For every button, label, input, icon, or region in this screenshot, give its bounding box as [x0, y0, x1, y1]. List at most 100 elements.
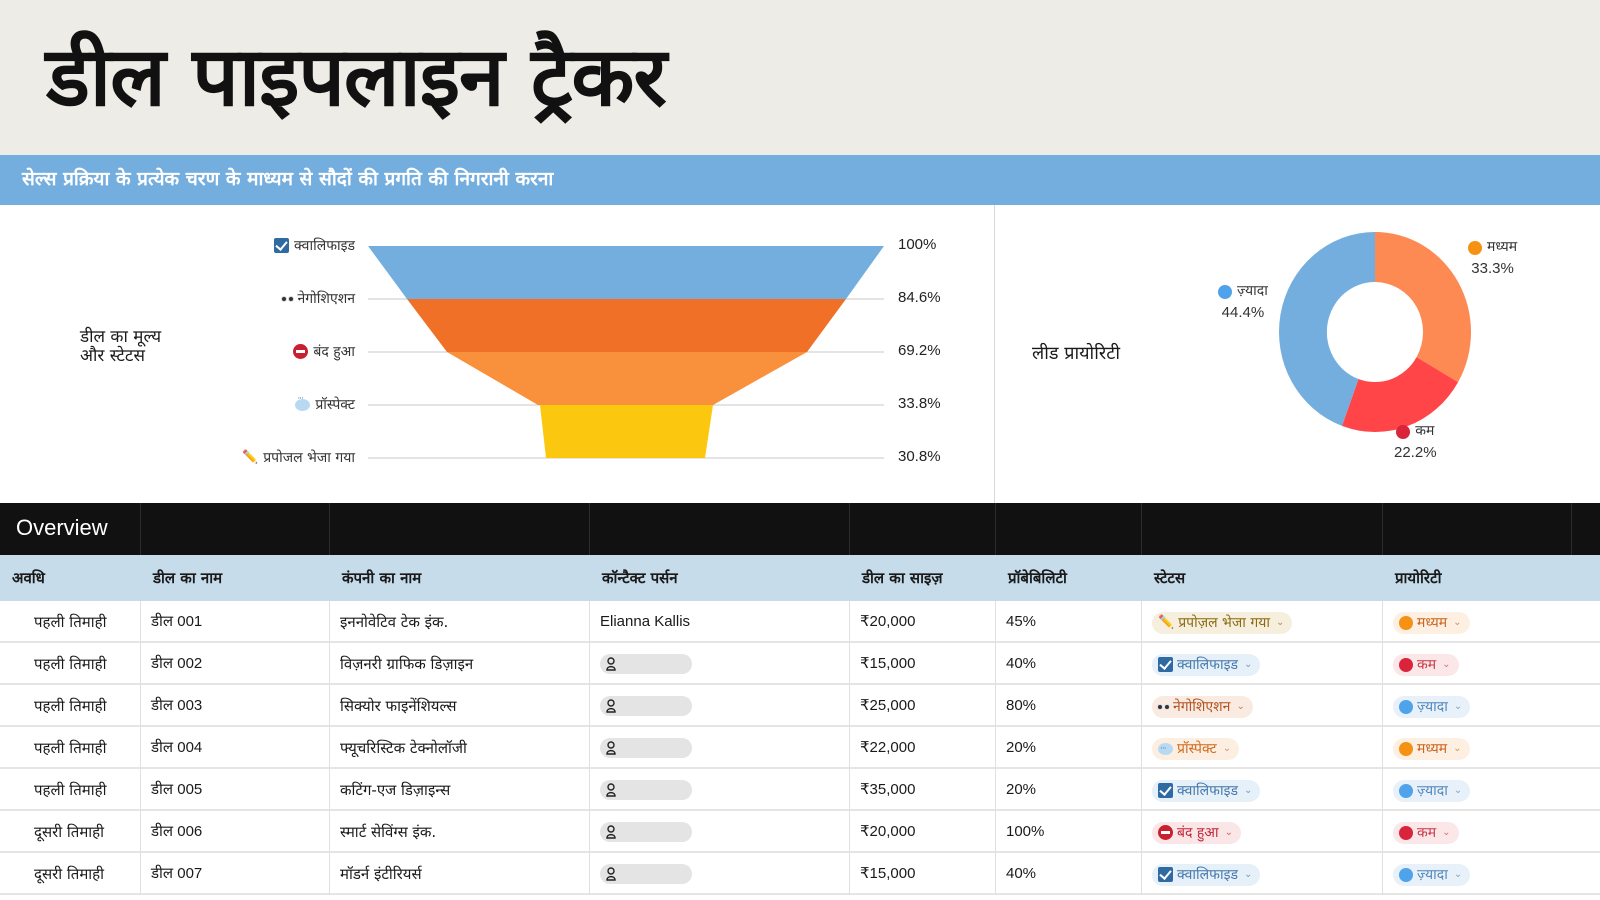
empty-person-chip[interactable] [600, 654, 692, 675]
cell-contact[interactable] [590, 685, 850, 727]
priority-pill[interactable]: मध्यम ⌄ [1393, 611, 1470, 634]
empty-person-chip[interactable] [600, 822, 692, 843]
cell-priority[interactable]: कम ⌄ [1383, 811, 1600, 853]
priority-pill[interactable]: कम ⌄ [1393, 653, 1459, 676]
funnel-label-proposal: ✏️ प्रपोजल भेजा गया [242, 450, 355, 466]
status-pill[interactable]: क्वालिफाइड ⌄ [1152, 653, 1261, 676]
empty-person-chip[interactable] [600, 696, 692, 717]
cell-priority[interactable]: ज़्यादा ⌄ [1383, 769, 1600, 811]
column-header-probability[interactable]: प्रॉबेबिलिटी [1008, 569, 1067, 587]
column-header-company[interactable]: कंपनी का नाम [342, 569, 422, 587]
priority-pill[interactable]: मध्यम ⌄ [1393, 737, 1470, 760]
empty-person-chip[interactable] [600, 780, 692, 801]
cell-deal-name[interactable]: डील 007 [141, 853, 330, 895]
cell-period[interactable]: दूसरी तिमाही [0, 853, 141, 895]
table-row-3[interactable]: पहली तिमाही डील 003 सिक्योर फाइनेंशियल्स… [0, 685, 1600, 727]
cell-deal-name[interactable]: डील 006 [141, 811, 330, 853]
cell-contact[interactable] [590, 811, 850, 853]
priority-pill[interactable]: ज़्यादा ⌄ [1393, 863, 1471, 886]
funnel-stage-closed [447, 352, 807, 405]
priority-pill[interactable]: ज़्यादा ⌄ [1393, 695, 1471, 718]
cell-probability[interactable]: 45% [996, 601, 1142, 643]
cell-period[interactable]: पहली तिमाही [0, 601, 141, 643]
cell-probability[interactable]: 20% [996, 769, 1142, 811]
cell-deal-size[interactable]: ₹35,000 [850, 769, 996, 811]
cell-deal-name[interactable]: डील 001 [141, 601, 330, 643]
cell-contact[interactable] [590, 853, 850, 895]
cell-deal-size[interactable]: ₹15,000 [850, 643, 996, 685]
table-row-4[interactable]: पहली तिमाही डील 004 फ्यूचरिस्टिक टेक्नोल… [0, 727, 1600, 769]
priority-dot-icon [1399, 657, 1413, 672]
cell-deal-name[interactable]: डील 005 [141, 769, 330, 811]
status-pill[interactable]: नेगोशिएशन ⌄ [1152, 695, 1253, 718]
cell-probability[interactable]: 20% [996, 727, 1142, 769]
cell-status[interactable]: प्रॉस्पेक्ट ⌄ [1142, 727, 1383, 769]
cell-status[interactable]: बंद हुआ ⌄ [1142, 811, 1383, 853]
cell-status[interactable]: क्वालिफाइड ⌄ [1142, 643, 1383, 685]
cell-status[interactable]: क्वालिफाइड ⌄ [1142, 853, 1383, 895]
column-header-deal-size[interactable]: डील का साइज़ [862, 569, 943, 587]
cell-contact[interactable] [590, 769, 850, 811]
cell-company[interactable]: मॉडर्न इंटीरियर्स [330, 853, 590, 895]
cell-contact[interactable]: Elianna Kallis [590, 601, 850, 643]
table-row-1[interactable]: पहली तिमाही डील 001 इननोवेटिव टेक इंक. E… [0, 601, 1600, 643]
cell-deal-size[interactable]: ₹22,000 [850, 727, 996, 769]
cell-status[interactable]: ✏️ प्रपोज़ल भेजा गया ⌄ [1142, 601, 1383, 643]
priority-pill[interactable]: कम ⌄ [1393, 821, 1459, 844]
status-pill[interactable]: ✏️ प्रपोज़ल भेजा गया ⌄ [1152, 611, 1293, 634]
column-header-period[interactable]: अवधि [12, 569, 45, 587]
cell-company[interactable]: कटिंग-एज डिज़ाइन्स [330, 769, 590, 811]
status-pill[interactable]: बंद हुआ ⌄ [1152, 821, 1242, 844]
table-row-2[interactable]: पहली तिमाही डील 002 विज़नरी ग्राफिक डिज़… [0, 643, 1600, 685]
cell-deal-size[interactable]: ₹15,000 [850, 853, 996, 895]
cell-period[interactable]: पहली तिमाही [0, 727, 141, 769]
cell-priority[interactable]: मध्यम ⌄ [1383, 727, 1600, 769]
empty-person-chip[interactable] [600, 738, 692, 759]
cell-contact[interactable] [590, 643, 850, 685]
table-row-7[interactable]: दूसरी तिमाही डील 007 मॉडर्न इंटीरियर्स ₹… [0, 853, 1600, 895]
cell-company[interactable]: इननोवेटिव टेक इंक. [330, 601, 590, 643]
cell-deal-size[interactable]: ₹20,000 [850, 811, 996, 853]
column-header-deal-name[interactable]: डील का नाम [153, 569, 223, 587]
cell-probability[interactable]: 40% [996, 643, 1142, 685]
cell-period[interactable]: पहली तिमाही [0, 769, 141, 811]
cell-deal-name[interactable]: डील 003 [141, 685, 330, 727]
cell-period[interactable]: पहली तिमाही [0, 685, 141, 727]
empty-person-chip[interactable] [600, 864, 692, 885]
column-header-status[interactable]: स्टेटस [1154, 569, 1186, 587]
status-pill[interactable]: क्वालिफाइड ⌄ [1152, 779, 1261, 802]
cell-deal-name[interactable]: डील 004 [141, 727, 330, 769]
column-header-priority[interactable]: प्रायोरिटी [1395, 569, 1442, 587]
cell-priority[interactable]: ज़्यादा ⌄ [1383, 685, 1600, 727]
cell-priority[interactable]: कम ⌄ [1383, 643, 1600, 685]
column-header-contact[interactable]: कॉन्टैक्ट पर्सन [602, 569, 678, 587]
cell-probability[interactable]: 80% [996, 685, 1142, 727]
cell-deal-name[interactable]: डील 002 [141, 643, 330, 685]
title-bar: डील पाइपलाइन ट्रैकर [0, 0, 1600, 155]
cell-priority[interactable]: मध्यम ⌄ [1383, 601, 1600, 643]
cell-probability[interactable]: 100% [996, 811, 1142, 853]
chevron-down-icon: ⌄ [1453, 784, 1463, 796]
cell-company[interactable]: स्मार्ट सेविंग्स इंक. [330, 811, 590, 853]
cell-deal-size[interactable]: ₹25,000 [850, 685, 996, 727]
cell-priority[interactable]: ज़्यादा ⌄ [1383, 853, 1600, 895]
status-pill[interactable]: क्वालिफाइड ⌄ [1152, 863, 1261, 886]
table-row-6[interactable]: दूसरी तिमाही डील 006 स्मार्ट सेविंग्स इं… [0, 811, 1600, 853]
cell-period[interactable]: पहली तिमाही [0, 643, 141, 685]
cell-deal-size[interactable]: ₹20,000 [850, 601, 996, 643]
priority-pill[interactable]: ज़्यादा ⌄ [1393, 779, 1471, 802]
table-header: अवधि डील का नाम कंपनी का नाम कॉन्टैक्ट प… [0, 555, 1600, 601]
cell-company[interactable]: फ्यूचरिस्टिक टेक्नोलॉजी [330, 727, 590, 769]
priority-dot-icon [1399, 783, 1413, 798]
cell-contact[interactable] [590, 727, 850, 769]
cell-company[interactable]: विज़नरी ग्राफिक डिज़ाइन [330, 643, 590, 685]
cell-company[interactable]: सिक्योर फाइनेंशियल्स [330, 685, 590, 727]
priority-label: ज़्यादा [1417, 866, 1448, 883]
cell-period[interactable]: दूसरी तिमाही [0, 811, 141, 853]
cell-status[interactable]: नेगोशिएशन ⌄ [1142, 685, 1383, 727]
cell-probability[interactable]: 40% [996, 853, 1142, 895]
charts-section: डील का मूल्य और स्टेटस क्वालिफाइड नेगोशि… [0, 205, 1600, 503]
table-row-5[interactable]: पहली तिमाही डील 005 कटिंग-एज डिज़ाइन्स ₹… [0, 769, 1600, 811]
status-pill[interactable]: प्रॉस्पेक्ट ⌄ [1152, 737, 1240, 760]
cell-status[interactable]: क्वालिफाइड ⌄ [1142, 769, 1383, 811]
